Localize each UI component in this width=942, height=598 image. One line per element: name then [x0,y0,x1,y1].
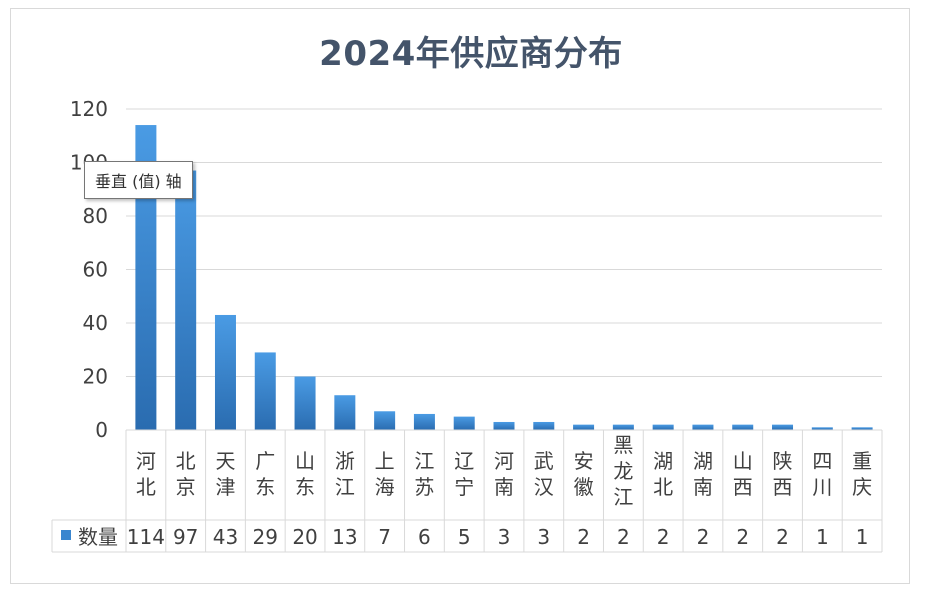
data-label: 6 [418,525,431,549]
data-label: 1 [856,525,869,549]
data-label: 5 [458,525,471,549]
bar [573,424,595,430]
bar [811,427,833,430]
bar [652,424,674,430]
x-tick-label: 辽宁 [454,449,474,499]
x-tick-label: 安徽 [574,449,594,499]
y-tick-label: 120 [70,97,108,121]
bar [493,421,515,430]
bars [135,125,873,431]
y-tick-label: 80 [83,204,108,228]
x-tick-label: 湖北 [653,449,673,499]
legend-label: 数量 [78,525,118,549]
data-label: 13 [332,525,357,549]
data-label: 2 [736,525,749,549]
bar [612,424,634,430]
bar [533,421,555,430]
data-label: 1 [816,525,829,549]
bar [772,424,794,430]
x-tick-label: 陕西 [773,449,793,499]
bar [692,424,714,430]
data-label: 3 [537,525,550,549]
x-tick-label: 山西 [733,449,753,499]
axis-tooltip: 垂直 (值) 轴 [84,161,193,199]
x-tick-label: 重庆 [852,449,872,499]
data-label: 2 [577,525,590,549]
x-tick-label: 河南 [494,449,514,499]
bar [135,125,157,431]
y-tick-label: 40 [83,311,108,335]
data-label: 29 [253,525,278,549]
x-tick-label: 河北 [136,449,156,499]
x-tick-label: 四川 [812,449,832,499]
x-tick-label: 江苏 [414,449,434,499]
data-label: 2 [697,525,710,549]
chart-area[interactable] [10,8,910,584]
data-label: 43 [213,525,238,549]
chart-title: 2024年供应商分布 [319,34,623,74]
data-label: 2 [657,525,670,549]
data-label: 2 [617,525,630,549]
x-tick-label: 天津 [215,449,235,499]
data-label: 20 [292,525,317,549]
bar [214,314,236,430]
y-tick-label: 20 [83,365,108,389]
bar [413,413,435,430]
x-tick-label: 上海 [375,449,395,499]
data-label: 97 [173,525,198,549]
y-axis[interactable]: 020406080100120 [70,97,108,442]
bar [732,424,754,430]
data-label: 7 [378,525,391,549]
bar [851,427,873,430]
bar [374,411,396,430]
bar [453,416,475,430]
x-tick-label: 北京 [176,449,196,499]
bar [294,376,316,430]
x-tick-label: 广东 [255,449,275,499]
y-tick-label: 0 [95,418,108,442]
legend-swatch [61,530,71,540]
data-label: 2 [776,525,789,549]
data-label: 3 [498,525,511,549]
data-label: 114 [127,525,165,549]
bar [175,170,197,430]
x-tick-label: 黑龙江 [613,433,633,509]
x-tick-label: 山东 [295,449,315,499]
x-tick-label: 浙江 [335,449,355,499]
bar [254,352,276,430]
y-tick-label: 60 [83,258,108,282]
x-tick-label: 湖南 [693,449,713,499]
bar [334,395,356,430]
x-tick-label: 武汉 [534,449,554,499]
gridlines [126,108,882,377]
